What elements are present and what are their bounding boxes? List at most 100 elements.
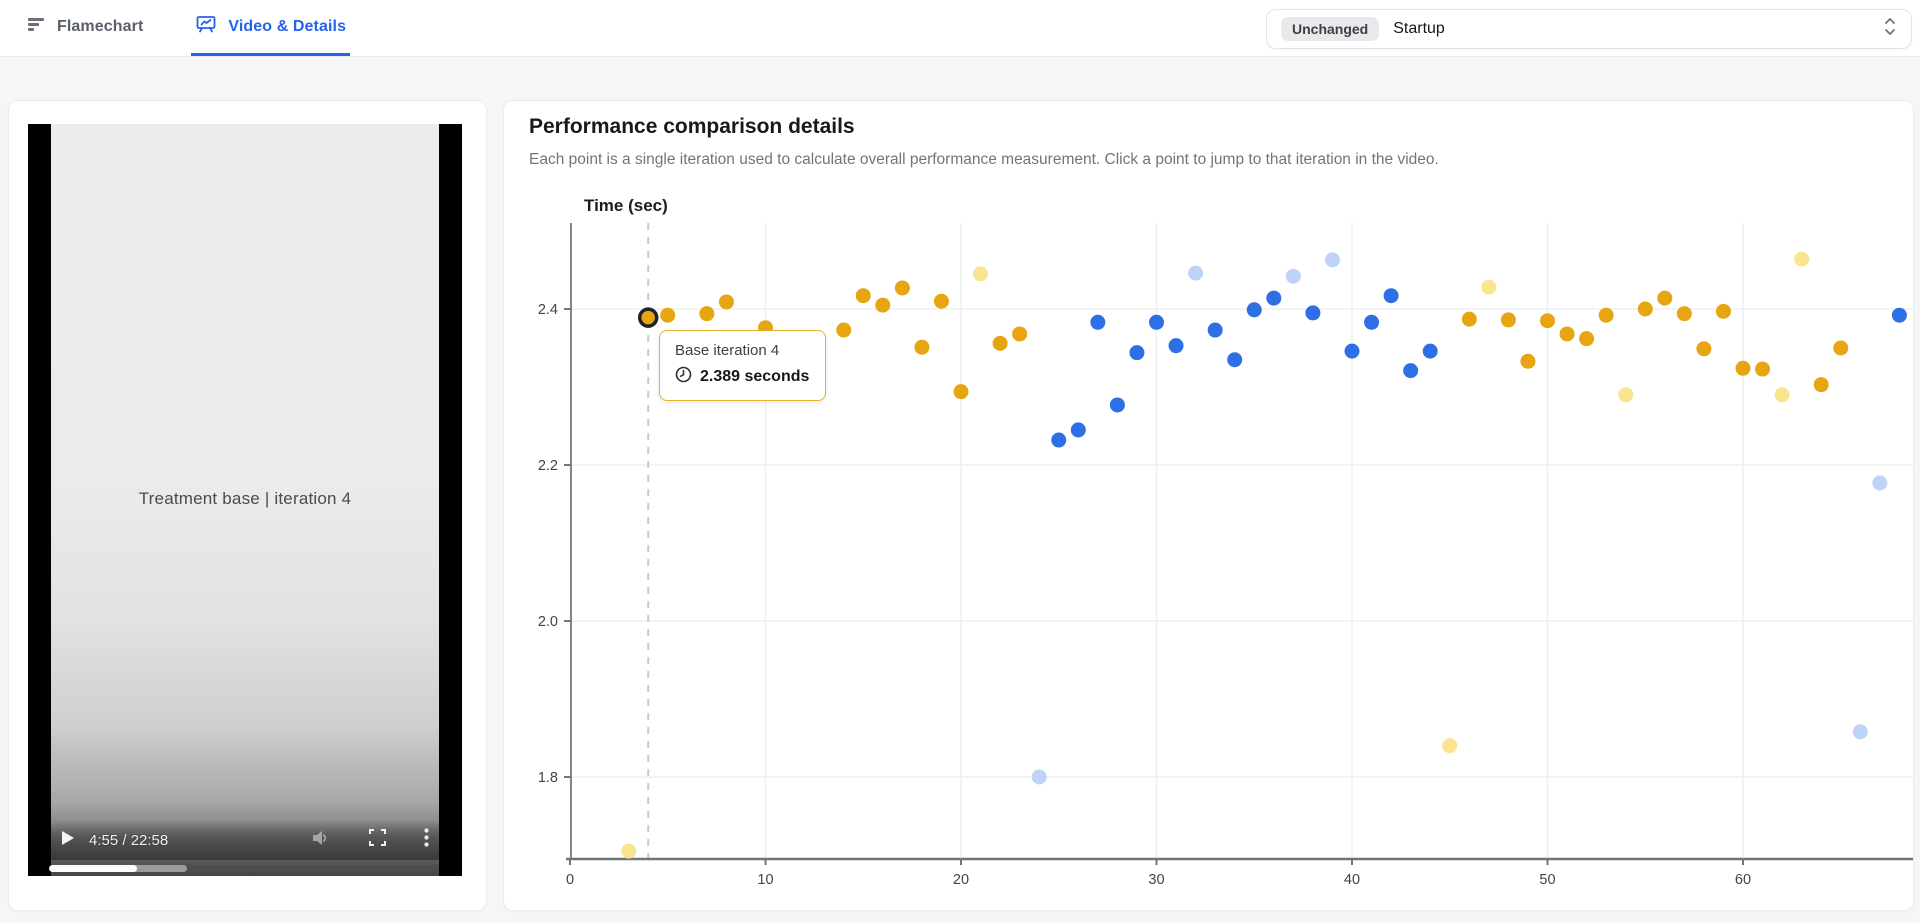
selected-point[interactable] bbox=[642, 311, 655, 324]
scatter-point-base[interactable] bbox=[1755, 361, 1771, 377]
scatter-point-base-faded[interactable] bbox=[1442, 738, 1458, 754]
scatter-point-base[interactable] bbox=[855, 288, 871, 304]
video-controls-bar: 4:55 / 22:58 bbox=[51, 820, 439, 860]
scatter-point-base[interactable] bbox=[1540, 313, 1555, 329]
scatter-point-treatment[interactable] bbox=[1207, 322, 1223, 338]
scatter-point-base[interactable] bbox=[933, 293, 949, 309]
y-tick-label: 2.2 bbox=[538, 458, 558, 474]
scatter-point-treatment[interactable] bbox=[1305, 305, 1321, 321]
scatter-point-base[interactable] bbox=[875, 297, 891, 313]
scatter-point-treatment-faded[interactable] bbox=[1324, 252, 1340, 268]
scatter-point-treatment[interactable] bbox=[1344, 343, 1360, 359]
tooltip-title: Base iteration 4 bbox=[675, 342, 780, 359]
scatter-point-base[interactable] bbox=[1637, 301, 1653, 317]
scatter-point-base-faded[interactable] bbox=[1774, 387, 1790, 403]
y-tick-label: 2.4 bbox=[538, 302, 558, 318]
more-options-icon[interactable] bbox=[424, 828, 429, 852]
scatter-point-treatment-faded[interactable] bbox=[1852, 724, 1868, 740]
x-tick-label: 0 bbox=[566, 872, 574, 888]
top-bar: Flamechart Video & Details Unchanged Sta… bbox=[0, 0, 1920, 57]
video-overlay-title: Treatment base | iteration 4 bbox=[138, 489, 352, 508]
scatter-point-treatment[interactable] bbox=[1364, 314, 1380, 330]
video-played-bar bbox=[49, 865, 137, 872]
scatter-point-base[interactable] bbox=[1579, 331, 1595, 347]
scatter-point-base-faded[interactable] bbox=[1481, 279, 1497, 295]
scatter-point-treatment[interactable] bbox=[1383, 288, 1399, 304]
scatter-point-treatment[interactable] bbox=[1403, 363, 1419, 379]
x-tick-label: 30 bbox=[1148, 872, 1164, 888]
scatter-point-base[interactable] bbox=[1657, 290, 1673, 306]
scatter-point-base[interactable] bbox=[1696, 341, 1712, 357]
scatter-point-base-faded[interactable] bbox=[1618, 387, 1634, 403]
scatter-point-base[interactable] bbox=[1461, 311, 1477, 327]
scatter-point-base[interactable] bbox=[1715, 303, 1731, 319]
scatter-point-treatment-faded[interactable] bbox=[1872, 475, 1888, 491]
scatter-point-treatment[interactable] bbox=[1149, 314, 1164, 330]
panel-subtitle: Each point is a single iteration used to… bbox=[529, 151, 1439, 168]
y-tick-label: 2.0 bbox=[538, 614, 558, 630]
scatter-point-base-faded[interactable] bbox=[1794, 251, 1810, 267]
scatter-point-treatment[interactable] bbox=[1266, 290, 1282, 306]
scatter-point-treatment[interactable] bbox=[1422, 343, 1438, 359]
performance-panel: Performance comparison details Each poin… bbox=[503, 100, 1914, 911]
tab-video-details[interactable]: Video & Details bbox=[191, 0, 351, 56]
scatter-point-base[interactable] bbox=[1012, 326, 1028, 342]
scatter-point-base[interactable] bbox=[660, 307, 676, 323]
scatter-point-base[interactable] bbox=[1735, 360, 1751, 376]
scatter-point-treatment[interactable] bbox=[1109, 397, 1125, 413]
chart-axis-title: Time (sec) bbox=[584, 196, 668, 215]
scatter-point-treatment[interactable] bbox=[1051, 432, 1067, 448]
point-tooltip: Base iteration 4 2.389 seconds bbox=[659, 330, 826, 401]
metric-select-value: Startup bbox=[1393, 20, 1445, 37]
scatter-point-base[interactable] bbox=[1676, 306, 1692, 322]
scatter-point-treatment[interactable] bbox=[1891, 307, 1907, 323]
play-icon[interactable] bbox=[61, 830, 75, 851]
video-progress-bar[interactable] bbox=[49, 865, 439, 872]
scatter-chart: 1.8 2.0 2.2 2.4 0 10 20 30 40 50 60 Time (sec) bbox=[538, 196, 1913, 888]
metric-select[interactable]: Unchanged Startup bbox=[1266, 9, 1912, 49]
chart-board-icon bbox=[195, 14, 217, 39]
scatter-point-treatment[interactable] bbox=[1090, 314, 1106, 330]
scatter-point-base[interactable] bbox=[1598, 307, 1614, 323]
video-player[interactable]: Treatment base | iteration 4 4:55 / 22:5… bbox=[28, 124, 462, 876]
scatter-point-treatment[interactable] bbox=[1246, 302, 1262, 318]
scatter-point-treatment-faded[interactable] bbox=[1285, 268, 1301, 284]
scatter-point-base[interactable] bbox=[992, 335, 1008, 351]
tooltip-value: 2.389 seconds bbox=[700, 368, 810, 385]
scatter-point-base[interactable] bbox=[1813, 377, 1829, 393]
flamechart-icon bbox=[26, 14, 46, 39]
scatter-point-base[interactable] bbox=[1559, 326, 1575, 342]
scatter-point-base[interactable] bbox=[953, 384, 969, 400]
scatter-point-treatment[interactable] bbox=[1227, 352, 1243, 368]
tab-video-details-label: Video & Details bbox=[228, 17, 347, 35]
x-tick-label: 50 bbox=[1539, 872, 1555, 888]
scatter-point-treatment-faded[interactable] bbox=[1188, 265, 1204, 281]
y-tick-label: 1.8 bbox=[538, 770, 558, 786]
scatter-point-base[interactable] bbox=[718, 294, 734, 310]
scatter-point-treatment-faded[interactable] bbox=[1031, 769, 1047, 785]
scatter-point-base[interactable] bbox=[914, 339, 930, 355]
clock-icon bbox=[675, 366, 692, 388]
x-tick-label: 20 bbox=[953, 872, 969, 888]
scatter-point-base[interactable] bbox=[836, 322, 852, 338]
scatter-point-treatment[interactable] bbox=[1168, 338, 1184, 354]
x-tick-label: 60 bbox=[1735, 872, 1751, 888]
selected-point-ring[interactable] bbox=[637, 307, 659, 328]
chevron-up-down-icon bbox=[1883, 16, 1897, 43]
scatter-point-base[interactable] bbox=[1500, 312, 1516, 328]
scatter-point-base[interactable] bbox=[894, 280, 910, 296]
scatter-point-base[interactable] bbox=[1833, 340, 1849, 356]
video-card: Treatment base | iteration 4 4:55 / 22:5… bbox=[8, 100, 487, 911]
scatter-point-base-faded[interactable] bbox=[973, 266, 989, 282]
fullscreen-icon[interactable] bbox=[369, 829, 386, 851]
scatter-point-base[interactable] bbox=[1520, 353, 1536, 369]
volume-icon[interactable] bbox=[311, 829, 331, 852]
video-frame: Treatment base | iteration 4 bbox=[51, 124, 439, 876]
tab-flamechart-label: Flamechart bbox=[57, 17, 144, 35]
scatter-point-treatment[interactable] bbox=[1070, 422, 1086, 438]
scatter-point-treatment[interactable] bbox=[1129, 345, 1145, 361]
scatter-point-base[interactable] bbox=[699, 306, 715, 322]
x-tick-label: 10 bbox=[757, 872, 773, 888]
tab-flamechart[interactable]: Flamechart bbox=[22, 0, 147, 56]
scatter-point-base-faded[interactable] bbox=[621, 843, 637, 859]
